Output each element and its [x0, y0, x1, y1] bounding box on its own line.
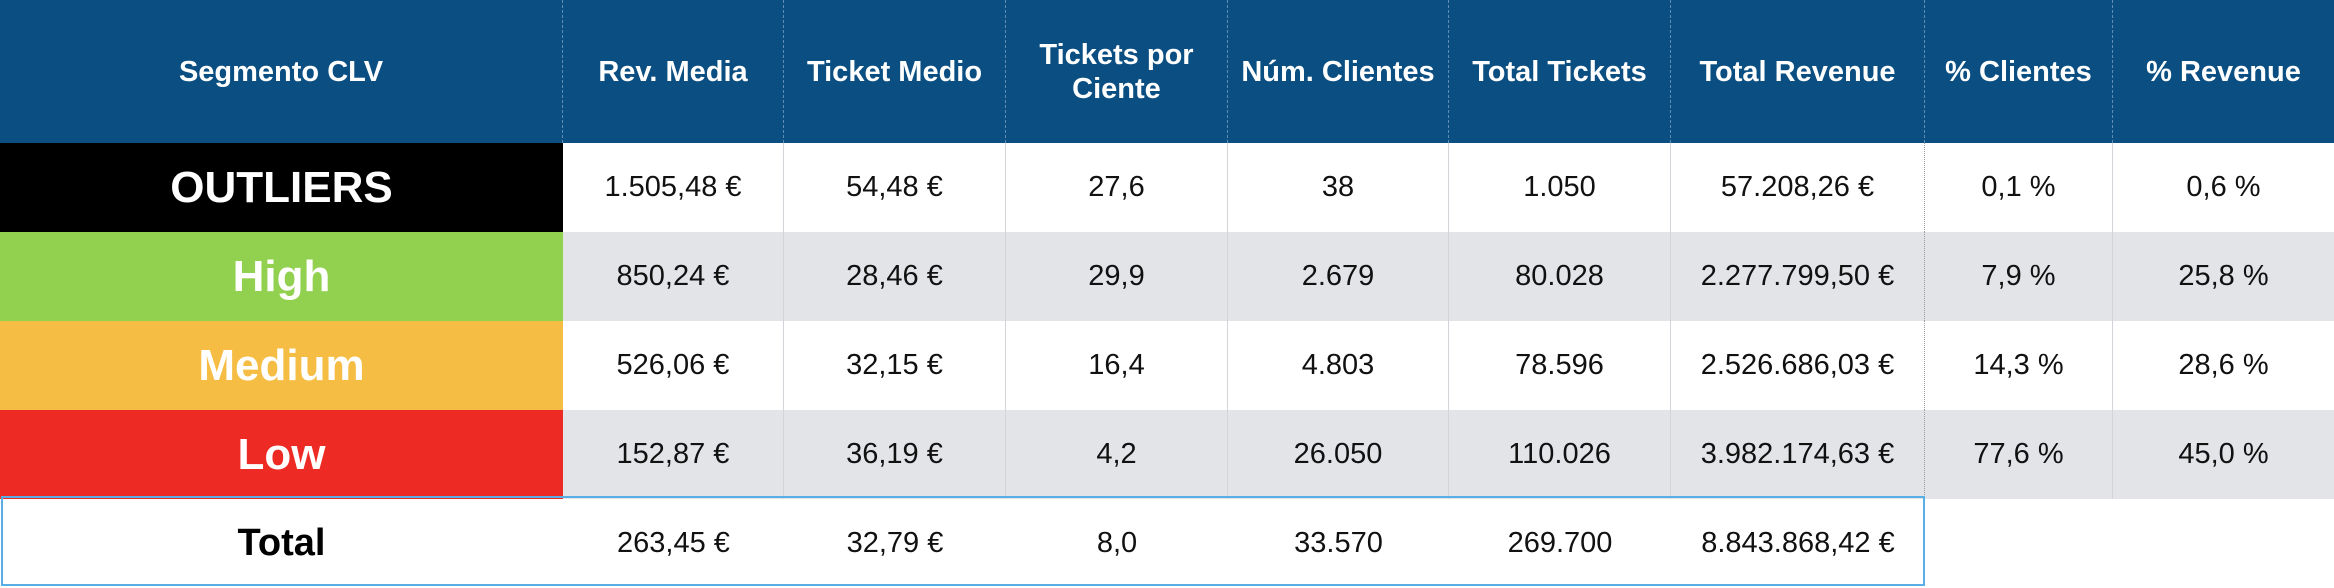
- header-total-revenue: Total Revenue: [1671, 0, 1925, 143]
- cell-pct-clientes: 77,6 %: [1925, 410, 2113, 499]
- cell-pct-clientes: 7,9 %: [1925, 232, 2113, 321]
- header-ticket-medio: Ticket Medio: [784, 0, 1006, 143]
- total-label: Total: [0, 499, 563, 588]
- header-pct-clientes: % Clientes: [1925, 0, 2113, 143]
- segment-outliers: OUTLIERS: [0, 143, 563, 232]
- cell-total-tickets: 110.026: [1449, 410, 1671, 499]
- cell-tickets-por-cliente: 4,2: [1006, 410, 1228, 499]
- cell-total-revenue: 2.526.686,03 €: [1671, 321, 1925, 410]
- cell-num-clientes: 4.803: [1228, 321, 1449, 410]
- total-empty-cell: [1925, 499, 2113, 588]
- cell-ticket-medio: 36,19 €: [784, 410, 1006, 499]
- total-rev-media: 263,45 €: [563, 499, 784, 588]
- header-total-tickets: Total Tickets: [1449, 0, 1671, 143]
- cell-pct-revenue: 28,6 %: [2113, 321, 2334, 410]
- cell-ticket-medio: 28,46 €: [784, 232, 1006, 321]
- cell-ticket-medio: 54,48 €: [784, 143, 1006, 232]
- cell-total-revenue: 57.208,26 €: [1671, 143, 1925, 232]
- segment-medium: Medium: [0, 321, 563, 410]
- total-total-tickets: 269.700: [1449, 499, 1671, 588]
- header-segmento-clv: Segmento CLV: [0, 0, 563, 143]
- header-tickets-por-ciente: Tickets por Ciente: [1006, 0, 1228, 143]
- total-total-revenue: 8.843.868,42 €: [1671, 499, 1925, 588]
- cell-total-tickets: 80.028: [1449, 232, 1671, 321]
- cell-pct-revenue: 45,0 %: [2113, 410, 2334, 499]
- total-empty-cell: [2113, 499, 2334, 588]
- cell-ticket-medio: 32,15 €: [784, 321, 1006, 410]
- cell-total-revenue: 2.277.799,50 €: [1671, 232, 1925, 321]
- cell-total-tickets: 1.050: [1449, 143, 1671, 232]
- cell-pct-clientes: 14,3 %: [1925, 321, 2113, 410]
- cell-rev-media: 1.505,48 €: [563, 143, 784, 232]
- cell-tickets-por-cliente: 27,6: [1006, 143, 1228, 232]
- total-ticket-medio: 32,79 €: [784, 499, 1006, 588]
- total-num-clientes: 33.570: [1228, 499, 1449, 588]
- cell-rev-media: 850,24 €: [563, 232, 784, 321]
- segment-low: Low: [0, 410, 563, 499]
- cell-total-tickets: 78.596: [1449, 321, 1671, 410]
- cell-pct-clientes: 0,1 %: [1925, 143, 2113, 232]
- cell-rev-media: 526,06 €: [563, 321, 784, 410]
- cell-total-revenue: 3.982.174,63 €: [1671, 410, 1925, 499]
- segment-high: High: [0, 232, 563, 321]
- header-num-clientes: Núm. Clientes: [1228, 0, 1449, 143]
- total-tickets-por-cliente: 8,0: [1006, 499, 1228, 588]
- cell-num-clientes: 38: [1228, 143, 1449, 232]
- cell-num-clientes: 26.050: [1228, 410, 1449, 499]
- cell-tickets-por-cliente: 16,4: [1006, 321, 1228, 410]
- cell-tickets-por-cliente: 29,9: [1006, 232, 1228, 321]
- header-rev-media: Rev. Media: [563, 0, 784, 143]
- cell-rev-media: 152,87 €: [563, 410, 784, 499]
- cell-pct-revenue: 0,6 %: [2113, 143, 2334, 232]
- cell-pct-revenue: 25,8 %: [2113, 232, 2334, 321]
- cell-num-clientes: 2.679: [1228, 232, 1449, 321]
- header-pct-revenue: % Revenue: [2113, 0, 2334, 143]
